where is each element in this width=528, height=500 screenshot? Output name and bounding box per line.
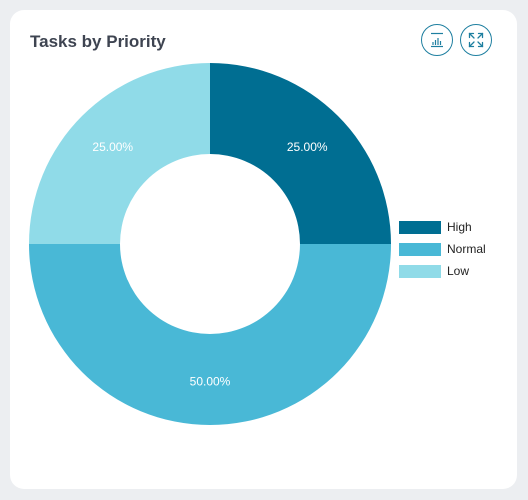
chart-type-button[interactable] [421,24,453,56]
card-title: Tasks by Priority [30,32,166,51]
legend-swatch [399,220,441,234]
legend-item-normal[interactable]: Normal [399,238,486,260]
slice-high[interactable] [210,63,391,244]
legend-label: Low [447,264,470,278]
legend-label: High [447,220,472,234]
legend-item-low[interactable]: Low [399,260,486,282]
legend-item-high[interactable]: High [399,216,486,238]
legend-swatch [399,264,441,278]
donut-chart: 25.00% 50.00% 25.00% [29,63,391,425]
legend-swatch [399,242,441,256]
chart-card: Tasks by Priority [10,10,517,489]
legend-label: Normal [447,242,486,256]
slice-label-normal: 50.00% [190,375,231,389]
bar-chart-icon [431,32,443,48]
slice-label-low: 25.00% [92,140,133,154]
fullscreen-button[interactable] [460,24,492,56]
slice-low[interactable] [29,63,210,244]
slice-normal[interactable] [29,244,391,425]
expand-icon [468,32,484,48]
slice-label-high: 25.00% [287,140,328,154]
chart-legend: High Normal Low [399,216,486,282]
